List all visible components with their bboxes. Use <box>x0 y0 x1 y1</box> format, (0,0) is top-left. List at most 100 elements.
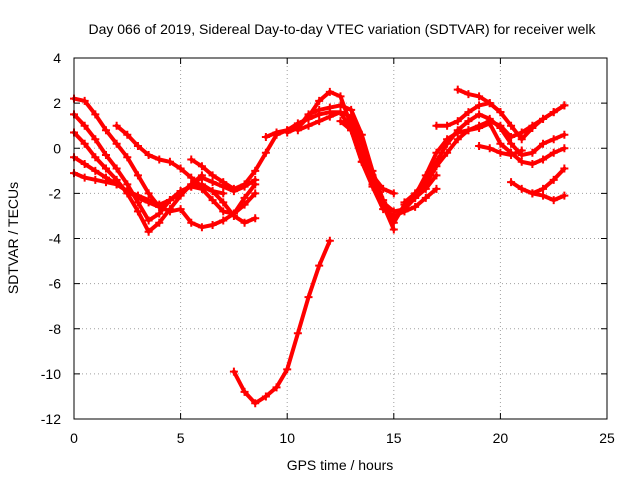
data-point <box>560 130 569 139</box>
data-point <box>517 184 526 193</box>
ticks: 0 5 10 15 20 25 -12 -10 -8 -6 -4 -2 0 2 4 <box>41 50 615 446</box>
data-point <box>80 160 89 169</box>
data-point <box>208 187 217 196</box>
data-point <box>123 153 132 162</box>
data-point <box>549 108 558 117</box>
data-point <box>549 175 558 184</box>
series-line <box>231 238 332 406</box>
series-line <box>72 112 258 225</box>
x-tick-label: 20 <box>493 430 509 446</box>
x-tick-label: 5 <box>177 430 185 446</box>
data-point <box>549 196 558 205</box>
data-point <box>528 148 537 157</box>
data-point <box>176 205 185 214</box>
data-point <box>453 128 462 137</box>
y-tick-label: -2 <box>49 185 62 201</box>
data-point <box>347 112 356 121</box>
data-point <box>325 87 334 96</box>
data-point <box>357 157 366 166</box>
data-point <box>101 126 110 135</box>
data-point <box>197 223 206 232</box>
series-arc-12 <box>400 110 569 207</box>
data-point <box>517 128 526 137</box>
data-point <box>91 153 100 162</box>
series-arc-11 <box>336 101 569 216</box>
data-point <box>251 175 260 184</box>
y-tick-label: -4 <box>49 231 62 247</box>
data-point <box>251 166 260 175</box>
data-point <box>91 175 100 184</box>
data-point <box>293 329 302 338</box>
data-point <box>379 198 388 207</box>
data-point <box>219 178 228 187</box>
data-point <box>496 108 505 117</box>
data-point <box>251 214 260 223</box>
data-point <box>539 191 548 200</box>
data-point <box>251 189 260 198</box>
data-point <box>133 207 142 216</box>
data-point <box>336 108 345 117</box>
data-point <box>197 182 206 191</box>
data-point <box>91 110 100 119</box>
data-point <box>539 114 548 123</box>
data-point <box>80 96 89 105</box>
series-line <box>338 103 567 214</box>
data-point <box>229 367 238 376</box>
data-point <box>112 180 121 189</box>
data-point <box>123 130 132 139</box>
data-point <box>112 121 121 130</box>
series-arc-15 <box>453 85 505 117</box>
data-point <box>517 146 526 155</box>
data-point <box>389 225 398 234</box>
data-point <box>432 184 441 193</box>
data-point <box>272 128 281 137</box>
data-point <box>208 178 217 187</box>
data-point <box>432 171 441 180</box>
data-point <box>155 200 164 209</box>
data-point <box>240 387 249 396</box>
y-tick-label: 2 <box>53 95 61 111</box>
data-point <box>453 117 462 126</box>
data-point <box>336 117 345 126</box>
data-point <box>411 202 420 211</box>
data-point <box>325 236 334 245</box>
data-point <box>507 121 516 130</box>
data-point <box>101 178 110 187</box>
data-point <box>80 121 89 130</box>
data-point <box>389 207 398 216</box>
data-point <box>144 189 153 198</box>
data-point <box>464 90 473 99</box>
data-point <box>475 141 484 150</box>
series-line <box>295 110 396 232</box>
data-point <box>155 155 164 164</box>
data-point <box>144 196 153 205</box>
data-point <box>229 209 238 218</box>
data-point <box>219 189 228 198</box>
data-point <box>496 148 505 157</box>
data-point <box>549 148 558 157</box>
data-point <box>176 189 185 198</box>
data-point <box>165 157 174 166</box>
data-point <box>443 121 452 130</box>
series-line <box>530 166 567 196</box>
y-tick-label: -8 <box>49 321 62 337</box>
data-point <box>187 180 196 189</box>
data-point <box>187 173 196 182</box>
data-point <box>251 399 260 408</box>
data-point <box>283 365 292 374</box>
data-point <box>475 101 484 110</box>
series-arc-4 <box>70 153 260 232</box>
data-point <box>101 164 110 173</box>
data-point <box>144 151 153 160</box>
data-point <box>261 132 270 141</box>
x-tick-label: 0 <box>70 430 78 446</box>
data-point <box>165 207 174 216</box>
y-tick-label: -12 <box>41 411 61 427</box>
y-tick-label: -10 <box>41 366 61 382</box>
data-point <box>475 92 484 101</box>
data-point <box>539 184 548 193</box>
data-point <box>261 148 270 157</box>
data-point <box>325 103 334 112</box>
data-point <box>517 135 526 144</box>
